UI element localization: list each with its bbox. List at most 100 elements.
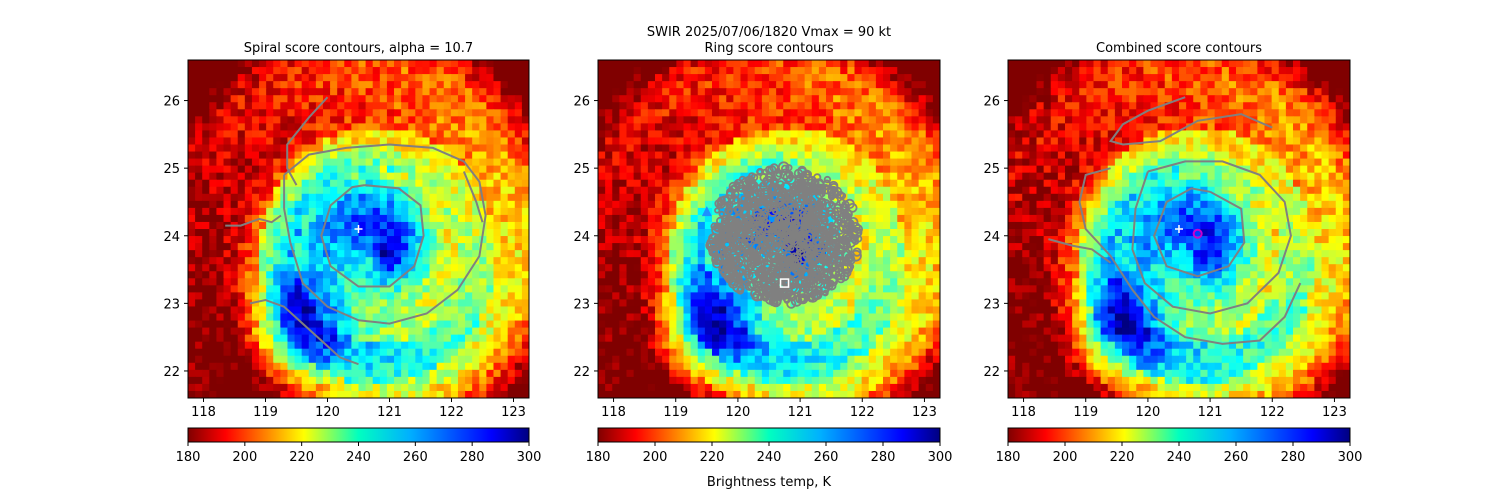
colorbar-tick-label: 180 [996,450,1021,465]
ring-contour [761,246,771,256]
colorbar-tick-label: 280 [871,450,896,465]
colorbar-tick-label: 220 [289,450,314,465]
marker-plus [1175,225,1183,233]
ring-contour [759,187,771,200]
x-tick-label: 120 [315,405,340,420]
ring-contour [847,227,859,239]
ring-contour [800,280,809,289]
ring-contour [838,221,850,233]
x-tick-label: 123 [912,405,937,420]
axes-frame [1007,59,1351,399]
colorbar-tick-label: 220 [700,450,725,465]
contour-line-2 [1078,167,1302,345]
ring-contour [714,253,725,265]
colorbar-gradient [597,427,941,443]
ring-contour [785,164,793,172]
ring-contour [819,197,827,206]
panel-combined-score: 118 119 120 121 122 123 22 23 24 25 26 [983,59,1351,420]
ring-contour [841,262,854,274]
ring-contour [839,192,847,200]
ring-contour [824,256,833,265]
y-tick-label: 26 [163,95,180,110]
ring-contour [806,175,818,187]
ring-contour [763,284,772,294]
ring-contour [834,256,844,267]
ring-contour [809,253,821,265]
ring-contour [789,184,800,195]
ring-contour-field [705,161,864,309]
colorbar-label: Brightness temp, K [707,475,832,490]
ring-contour [765,239,773,247]
ring-contour [816,230,828,242]
ring-contour [767,165,777,175]
ring-contour [802,216,813,227]
y-tick-label: 26 [573,95,590,110]
ring-contour [797,248,806,257]
colorbar-tick-label: 260 [814,450,839,465]
x-tick-label: 120 [1135,405,1160,420]
ring-contour [831,239,840,248]
ring-contour [823,175,832,184]
ring-contour [726,253,735,261]
colorbar-tick-label: 300 [928,450,953,465]
x-tick-label: 121 [788,405,813,420]
ring-contour [771,282,778,289]
ring-contour [812,222,821,231]
ring-contour [716,216,725,226]
ring-contour [733,180,741,189]
x-tick-label: 119 [663,405,688,420]
ring-contour [734,248,742,257]
contour-line-3 [1108,96,1273,146]
ring-contour [781,284,793,296]
ring-contour [726,208,733,215]
contour-line-1 [1131,160,1292,315]
x-tick-label: 123 [501,405,526,420]
colorbar-tick-label: 280 [460,450,485,465]
colorbar-tick-label: 200 [232,450,257,465]
ring-contour [756,293,765,302]
ring-contour [795,276,808,288]
ring-contour [740,195,748,203]
ring-contour [764,226,771,233]
contour-line-3 [225,214,282,227]
ring-contour [772,242,783,253]
ring-contour [828,221,835,229]
colorbar-tick-label: 180 [586,450,611,465]
x-tick-label: 122 [850,405,875,420]
ring-contour [737,278,744,286]
ring-contour [763,273,773,283]
ring-contour [725,260,733,267]
ring-contour [782,171,794,183]
ring-contour [779,168,791,180]
y-tick-label: 24 [983,230,1000,245]
ring-contour [753,212,762,221]
ring-contour [817,273,828,284]
ring-contour [850,222,861,233]
ring-contour [820,216,829,226]
ring-contour [837,246,847,255]
ring-contour [822,184,830,191]
ring-contour [756,201,768,214]
ring-contour [805,243,816,254]
x-tick-label: 120 [725,405,750,420]
ring-contour [748,181,756,189]
ring-contour [750,202,760,212]
y-tick-label: 22 [983,365,1000,380]
panel-spiral-score: 118 119 120 121 122 123 22 23 24 25 26 [163,59,530,420]
ring-contour [790,258,797,265]
ring-contour [754,194,763,203]
ring-contour [752,217,760,225]
ring-contour [792,181,802,191]
ring-contour [834,266,841,274]
ring-contour [725,189,736,200]
contour-line-4 [249,298,359,366]
contour-line-0 [1153,187,1246,278]
ring-contour [744,217,754,227]
ring-contour [742,224,750,232]
axes-frame [597,59,941,399]
colorbar-tick-label: 280 [1281,450,1306,465]
colorbar-panel2: 180 200 220 240 260 280 300 [586,427,953,465]
ring-contour [714,224,723,233]
ring-contour [736,286,745,295]
panel-ring-score: 118 119 120 121 122 123 22 23 24 25 26 [573,59,941,420]
